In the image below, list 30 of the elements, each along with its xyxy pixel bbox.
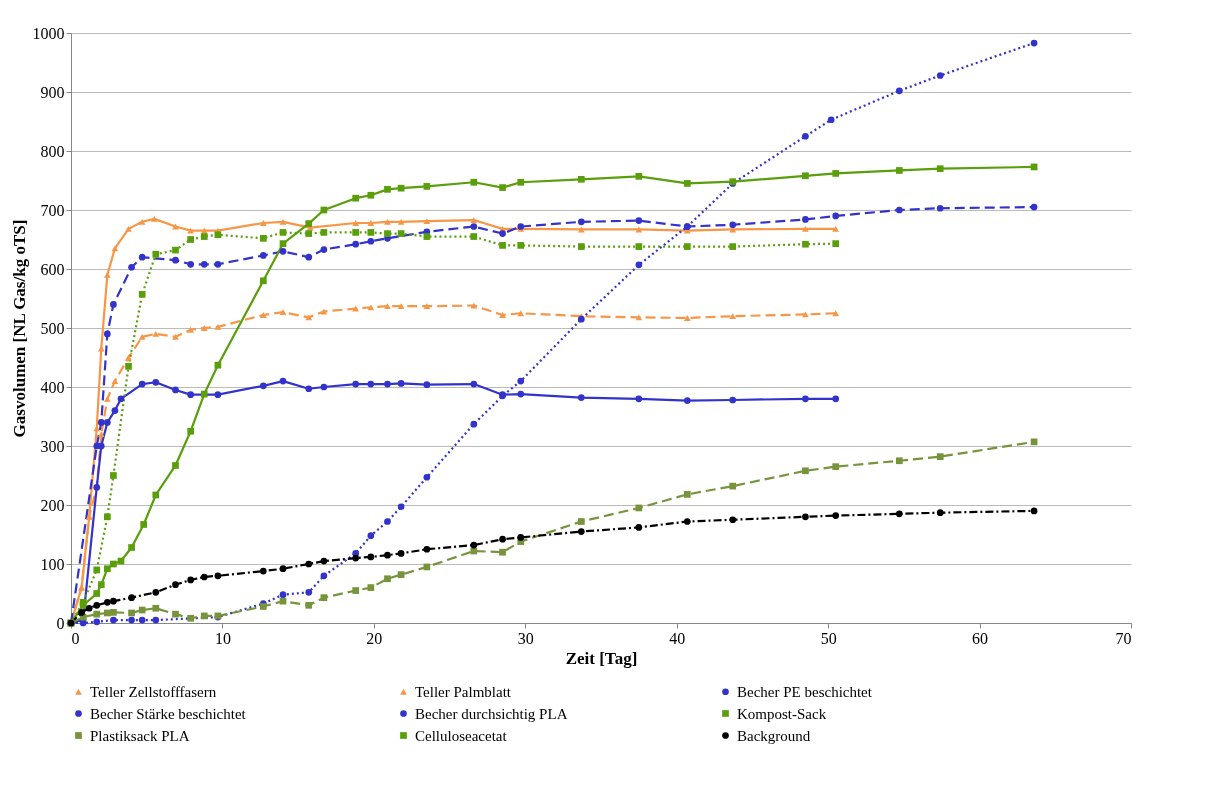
legend-label: Becher Stärke beschichtet — [90, 705, 247, 722]
y-tick-label: 1000 — [32, 24, 65, 42]
x-axis-title: Zeit [Tag] — [565, 648, 638, 668]
legend-label: Background — [737, 727, 811, 744]
y-tick-label: 800 — [40, 142, 65, 160]
x-tick-label: 50 — [820, 629, 837, 647]
legend-label: Teller Zellstofffasern — [90, 683, 217, 700]
y-tick-label: 0 — [56, 614, 65, 632]
legend-label: Becher PE beschichtet — [737, 683, 873, 700]
y-tick-label: 100 — [40, 555, 65, 573]
y-tick-label: 200 — [40, 496, 65, 514]
x-tick-label: 20 — [366, 629, 383, 647]
legend-label: Kompost-Sack — [737, 705, 827, 722]
legend-label: Plastiksack PLA — [90, 727, 190, 744]
y-tick-label: 600 — [40, 260, 65, 278]
x-tick-label: 40 — [669, 629, 686, 647]
y-axis-title: Gasvolumen [NL Gas/kg oTS] — [9, 219, 29, 438]
x-tick-label: 30 — [517, 629, 534, 647]
x-tick-label: 70 — [1115, 629, 1132, 647]
y-tick-label: 700 — [40, 201, 65, 219]
y-tick-label: 300 — [40, 437, 65, 455]
y-tick-label: 500 — [40, 319, 65, 337]
y-tick-label: 900 — [40, 83, 65, 101]
y-tick-label: 400 — [40, 378, 65, 396]
legend-label: Celluloseacetat — [415, 727, 508, 744]
x-tick-label: 0 — [71, 629, 80, 647]
x-tick-label: 60 — [972, 629, 989, 647]
legend-label: Teller Palmblatt — [415, 683, 512, 700]
x-tick-label: 10 — [214, 629, 231, 647]
legend-label: Becher durchsichtig PLA — [415, 705, 568, 722]
